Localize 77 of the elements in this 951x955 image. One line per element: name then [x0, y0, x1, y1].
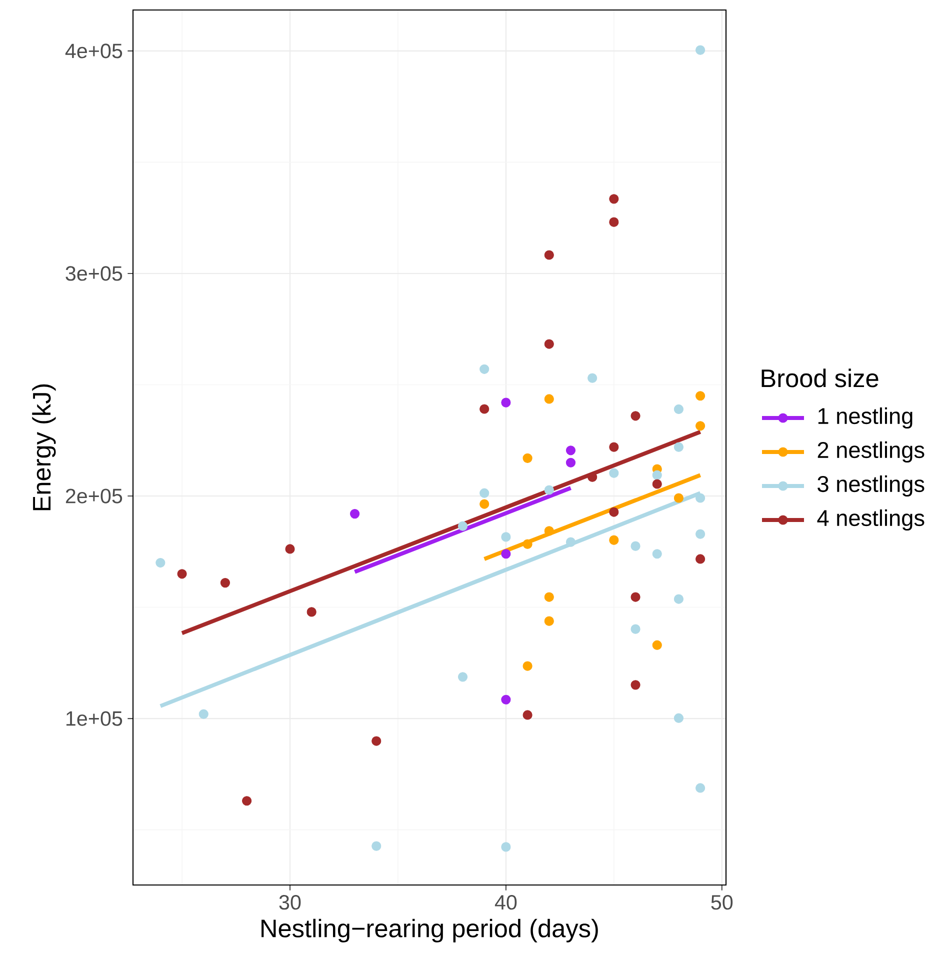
point [696, 554, 706, 564]
point [652, 470, 662, 480]
point [522, 539, 532, 549]
point [501, 694, 511, 704]
legend-label: 1 nestling [818, 407, 912, 429]
point [609, 217, 619, 227]
y-axis-title: Energy (kJ) [32, 384, 56, 510]
point [674, 442, 684, 452]
point [609, 194, 619, 204]
point [522, 710, 532, 720]
legend-label: 2 nestlings [818, 441, 924, 463]
point [544, 485, 554, 495]
point [522, 453, 532, 463]
point [674, 404, 684, 414]
point [566, 458, 576, 468]
point [544, 394, 554, 404]
point [242, 796, 252, 806]
point [501, 842, 511, 852]
point [609, 535, 619, 545]
point [458, 672, 468, 682]
point [285, 544, 295, 554]
point [609, 507, 619, 517]
point [156, 558, 166, 568]
point [480, 488, 490, 498]
point [630, 592, 640, 602]
point [630, 541, 640, 551]
point [696, 45, 706, 55]
point [652, 640, 662, 650]
point [177, 569, 187, 579]
point [696, 493, 706, 503]
point [372, 736, 382, 746]
point [566, 446, 576, 456]
point [480, 499, 490, 509]
point [630, 411, 640, 421]
point [220, 578, 230, 588]
point [372, 841, 382, 851]
x-axis-title: Nestling−rearing period (days) [262, 918, 598, 942]
point [696, 783, 706, 793]
point [458, 521, 468, 531]
y-tick-label: 4e+05 [65, 44, 122, 58]
point [480, 364, 490, 374]
point [630, 624, 640, 634]
point [566, 537, 576, 547]
point [630, 680, 640, 690]
point [501, 549, 511, 559]
point [544, 339, 554, 349]
point [674, 493, 684, 503]
point [588, 373, 598, 383]
legend-label: 4 nestlings [817, 509, 924, 531]
point [696, 421, 706, 431]
point [674, 713, 684, 723]
point [674, 594, 684, 604]
point [652, 549, 662, 559]
point [544, 526, 554, 536]
point [544, 616, 554, 626]
point [501, 532, 511, 542]
point [501, 398, 511, 408]
x-tick-label: 50 [711, 895, 733, 910]
y-tick-label: 1e+05 [66, 711, 122, 726]
point [522, 661, 532, 671]
x-tick-label: 40 [494, 895, 517, 910]
legend-title: Brood size [762, 368, 878, 388]
point [198, 709, 208, 719]
legend-label: 3 nestlings [818, 475, 924, 497]
point [652, 479, 662, 489]
point [350, 509, 360, 519]
point [544, 250, 554, 260]
point [609, 468, 619, 478]
x-tick-label: 30 [279, 895, 301, 910]
point [609, 442, 619, 452]
point [480, 404, 490, 414]
point [544, 592, 554, 602]
point [306, 607, 316, 617]
point [696, 391, 706, 401]
point [696, 529, 706, 539]
y-tick-label: 3e+05 [66, 266, 122, 281]
y-tick-label: 2e+05 [66, 488, 122, 504]
